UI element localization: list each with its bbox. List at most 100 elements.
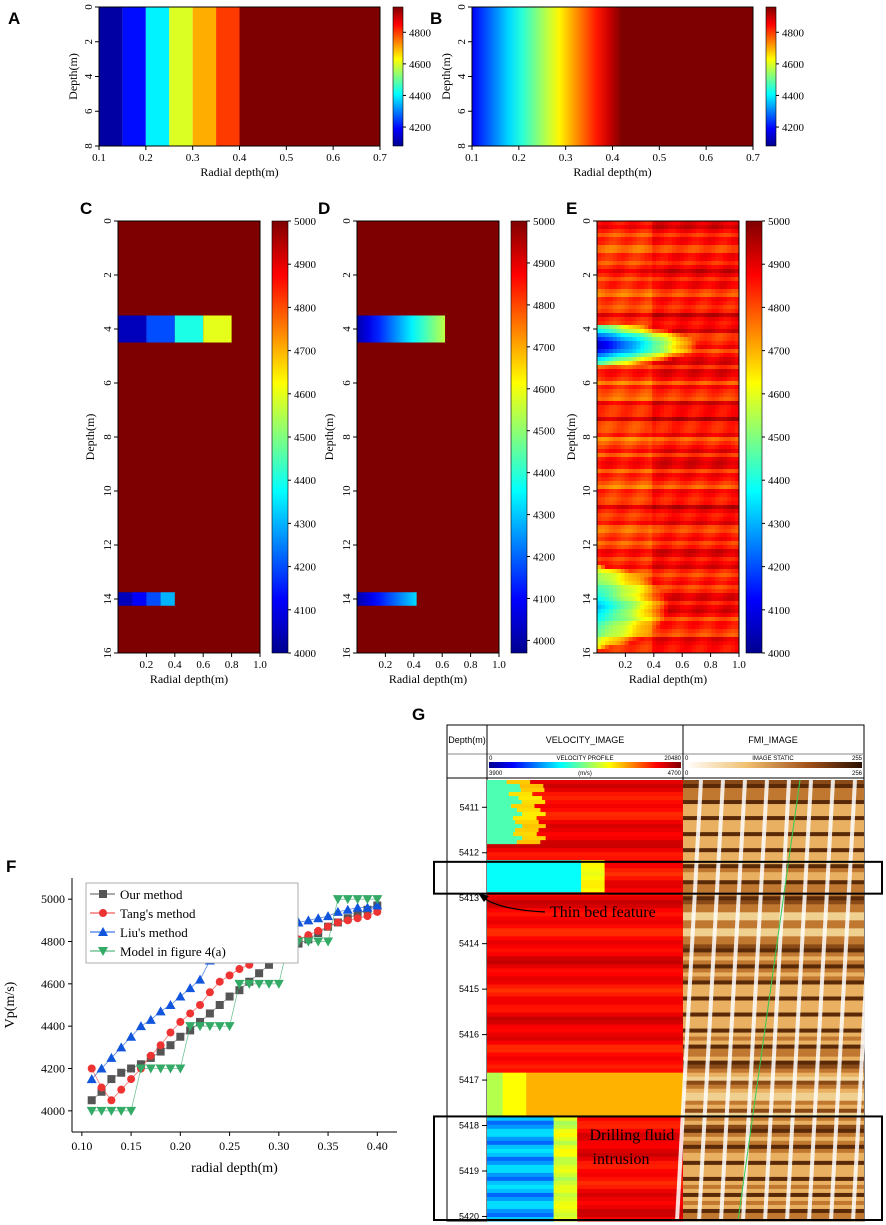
inverted-velocity-cell: [628, 397, 633, 402]
inverted-velocity-cell: [731, 433, 736, 438]
inverted-velocity-cell: [608, 269, 614, 274]
inverted-velocity-cell: [727, 641, 732, 646]
inverted-velocity-cell: [668, 637, 673, 642]
x-tick-label: 0.4: [407, 659, 421, 671]
inverted-velocity-cell: [604, 589, 610, 594]
marker-triangle-up: [185, 983, 196, 993]
inverted-velocity-cell: [632, 521, 637, 526]
inverted-velocity-cell: [691, 377, 697, 382]
fmi-image-cell: [683, 1136, 864, 1142]
inverted-velocity-cell: [691, 649, 697, 654]
inverted-velocity-cell: [727, 589, 732, 594]
fmi-image-cell: [683, 1148, 864, 1154]
inverted-velocity-cell: [731, 465, 736, 470]
inverted-velocity-cell: [719, 393, 724, 398]
inverted-velocity-cell: [723, 553, 728, 558]
inverted-velocity-cell: [703, 557, 708, 562]
inverted-velocity-cell: [695, 405, 700, 410]
inverted-velocity-cell: [723, 417, 728, 422]
inverted-velocity-cell: [715, 497, 720, 502]
inverted-velocity-cell: [675, 245, 681, 250]
inverted-velocity-cell: [597, 269, 602, 274]
inverted-velocity-cell: [687, 453, 693, 458]
inverted-velocity-cell: [683, 405, 689, 410]
inverted-velocity-cell: [695, 649, 700, 654]
inverted-velocity-cell: [640, 317, 645, 322]
inverted-velocity-cell: [644, 645, 649, 650]
inverted-velocity-cell: [668, 457, 673, 462]
inverted-velocity-cell: [699, 501, 704, 506]
inverted-velocity-cell: [608, 265, 614, 270]
inverted-velocity-cell: [723, 405, 728, 410]
inverted-velocity-cell: [604, 329, 610, 334]
inverted-velocity-cell: [636, 389, 641, 394]
inverted-velocity-cell: [660, 373, 665, 378]
invasion-block: [118, 592, 133, 606]
inverted-velocity-cell: [687, 617, 693, 622]
inverted-velocity-cell: [683, 481, 689, 486]
fmi-image-cell: [683, 936, 864, 941]
inverted-velocity-cell: [723, 545, 728, 550]
inverted-velocity-cell: [719, 457, 724, 462]
inverted-velocity-cell: [616, 477, 622, 482]
inverted-velocity-cell: [644, 549, 649, 554]
inverted-velocity-cell: [699, 649, 704, 654]
inverted-velocity-cell: [644, 537, 649, 542]
fmi-image-cell: [683, 988, 864, 993]
inverted-velocity-cell: [675, 281, 681, 286]
inverted-velocity-cell: [648, 633, 653, 638]
inverted-velocity-cell: [699, 329, 704, 334]
inverted-velocity-cell: [727, 253, 732, 258]
inverted-velocity-cell: [640, 489, 645, 494]
velocity-image-cell: [604, 868, 684, 873]
inverted-velocity-cell: [652, 385, 657, 390]
inverted-velocity-cell: [719, 341, 724, 346]
inverted-velocity-cell: [735, 373, 740, 378]
inverted-velocity-cell: [664, 645, 669, 650]
inverted-velocity-cell: [656, 241, 661, 246]
inverted-velocity-cell: [683, 345, 689, 350]
inverted-velocity-cell: [687, 457, 693, 462]
inverted-velocity-cell: [644, 321, 649, 326]
inverted-velocity-cell: [628, 417, 633, 422]
inverted-velocity-cell: [612, 557, 618, 562]
y-tick-label: 12: [102, 540, 114, 551]
inverted-velocity-cell: [707, 345, 712, 350]
inverted-velocity-cell: [632, 225, 637, 230]
inverted-velocity-cell: [648, 585, 653, 590]
inverted-velocity-cell: [600, 633, 606, 638]
inverted-velocity-cell: [624, 317, 629, 322]
inverted-velocity-cell: [727, 325, 732, 330]
inverted-velocity-cell: [671, 497, 677, 502]
inverted-velocity-cell: [707, 249, 712, 254]
inverted-velocity-cell: [636, 561, 641, 566]
inverted-velocity-cell: [668, 493, 673, 498]
inverted-velocity-cell: [679, 581, 685, 586]
inverted-velocity-cell: [727, 377, 732, 382]
x-axis-label: Radial depth(m): [200, 165, 278, 179]
inverted-velocity-cell: [691, 281, 697, 286]
inverted-velocity-cell: [731, 545, 736, 550]
inverted-velocity-cell: [660, 501, 665, 506]
inverted-velocity-cell: [628, 309, 633, 314]
inverted-velocity-cell: [675, 309, 681, 314]
inverted-velocity-cell: [604, 225, 610, 230]
inverted-velocity-cell: [624, 389, 629, 394]
inverted-velocity-cell: [608, 325, 614, 330]
inverted-velocity-cell: [687, 433, 693, 438]
inverted-velocity-cell: [687, 561, 693, 566]
inverted-velocity-cell: [687, 325, 693, 330]
inverted-velocity-cell: [671, 629, 677, 634]
inverted-velocity-cell: [691, 521, 697, 526]
velocity-image-cell: [487, 832, 514, 837]
inverted-velocity-cell: [711, 417, 716, 422]
inverted-velocity-cell: [711, 425, 716, 430]
inverted-velocity-cell: [656, 545, 661, 550]
inverted-velocity-cell: [608, 233, 614, 238]
inverted-velocity-cell: [640, 641, 645, 646]
fmi-image-cell: [683, 800, 864, 805]
inverted-velocity-cell: [727, 577, 732, 582]
inverted-velocity-cell: [608, 421, 614, 426]
inverted-velocity-cell: [612, 441, 618, 446]
inverted-velocity-cell: [727, 397, 732, 402]
